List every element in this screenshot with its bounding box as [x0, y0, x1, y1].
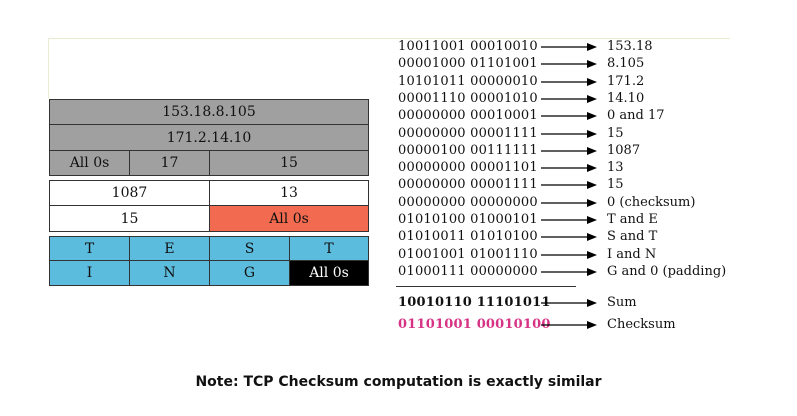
arrow-icon: [541, 321, 597, 329]
data-row-2: I N G All 0s: [49, 261, 369, 286]
zeros-cell: All 0s: [49, 151, 130, 176]
padding-cell: All 0s: [290, 261, 369, 286]
word-meaning: 15: [607, 125, 624, 141]
checksum-label: Checksum: [607, 317, 676, 332]
checksum-binary: 01101001 00010100: [398, 317, 551, 332]
word-meaning: 13: [607, 160, 624, 176]
arrow-icon: [541, 267, 597, 276]
binary-word: 01000111 00000000: [398, 263, 538, 279]
binary-word: 00000000 00000000: [398, 194, 538, 210]
binary-word: 00001000 01101001: [398, 56, 538, 72]
arrow-icon: [541, 233, 597, 242]
pseudo-header-row: All 0s 17 15: [49, 151, 369, 176]
binary-word: 01001001 01001110: [398, 246, 538, 262]
data-row-1: T E S T: [49, 236, 369, 261]
word-meaning: T and E: [607, 212, 658, 227]
destination-ip-row: 171.2.14.10: [49, 125, 369, 151]
word-meaning: 171.2: [607, 73, 645, 89]
word-meaning: 8.105: [607, 56, 645, 72]
word-meaning: G and 0 (padding): [607, 263, 727, 279]
word-meaning: 14.10: [607, 90, 645, 106]
binary-word: 00000000 00001111: [398, 125, 538, 141]
word-meaning: I and N: [607, 246, 657, 262]
arrow-icon: [541, 43, 597, 51]
word-meaning: 0 and 17: [607, 108, 665, 124]
data-cell: I: [49, 261, 130, 286]
word-meaning: 15: [607, 177, 624, 193]
destination-ip-cell: 171.2.14.10: [49, 125, 369, 151]
destination-port-cell: 13: [210, 180, 369, 206]
binary-word: 01010100 01000101: [398, 212, 538, 227]
left-border: [48, 38, 49, 98]
source-port-cell: 1087: [49, 180, 210, 206]
protocol-cell: 17: [130, 151, 210, 176]
arrow-icon: [541, 164, 597, 173]
sum-binary: 10010110 11101011: [398, 295, 551, 310]
arrow-icon: [541, 250, 597, 259]
data-cell: G: [210, 261, 290, 286]
arrow-icon: [541, 94, 597, 103]
sum-label: Sum: [607, 295, 637, 310]
checksum-cell: All 0s: [210, 206, 369, 232]
arrow-icon: [541, 129, 597, 138]
arrow-icon: [541, 198, 597, 207]
data-cell: T: [290, 236, 369, 261]
arrow-icon: [541, 112, 597, 121]
source-ip-row: 153.18.8.105: [49, 99, 369, 125]
arrow-icon: [541, 299, 597, 307]
binary-word: 10011001 00010010: [398, 39, 538, 54]
arrow-icon: [541, 77, 597, 86]
data-cell: S: [210, 236, 290, 261]
arrow-icon: [541, 60, 597, 69]
binary-word: 10101011 00000010: [398, 73, 538, 89]
binary-word: 01010011 01010100: [398, 229, 538, 245]
sum-separator: [396, 286, 576, 287]
top-border: [48, 38, 730, 39]
length-checksum-row: 15 All 0s: [49, 206, 369, 232]
ports-row: 1087 13: [49, 180, 369, 206]
arrow-icon: [541, 146, 597, 155]
data-cell: N: [130, 261, 210, 286]
udp-length-cell: 15: [49, 206, 210, 232]
binary-word: 00000000 00010001: [398, 108, 538, 124]
binary-word: 00000000 00001111: [398, 177, 538, 193]
binary-word: 00000100 00111111: [398, 142, 538, 158]
source-ip-cell: 153.18.8.105: [49, 99, 369, 125]
word-meaning: S and T: [607, 229, 658, 245]
data-cell: T: [49, 236, 130, 261]
data-cell: E: [130, 236, 210, 261]
word-meaning: 0 (checksum): [607, 194, 696, 210]
length-cell: 15: [210, 151, 369, 176]
binary-word: 00000000 00001101: [398, 160, 538, 176]
word-meaning: 153.18: [607, 39, 653, 54]
binary-word: 00001110 00001010: [398, 90, 538, 106]
note-text: Note: TCP Checksum computation is exactl…: [195, 374, 602, 390]
arrow-icon: [541, 181, 597, 190]
word-meaning: 1087: [607, 142, 641, 158]
arrow-icon: [541, 216, 597, 224]
